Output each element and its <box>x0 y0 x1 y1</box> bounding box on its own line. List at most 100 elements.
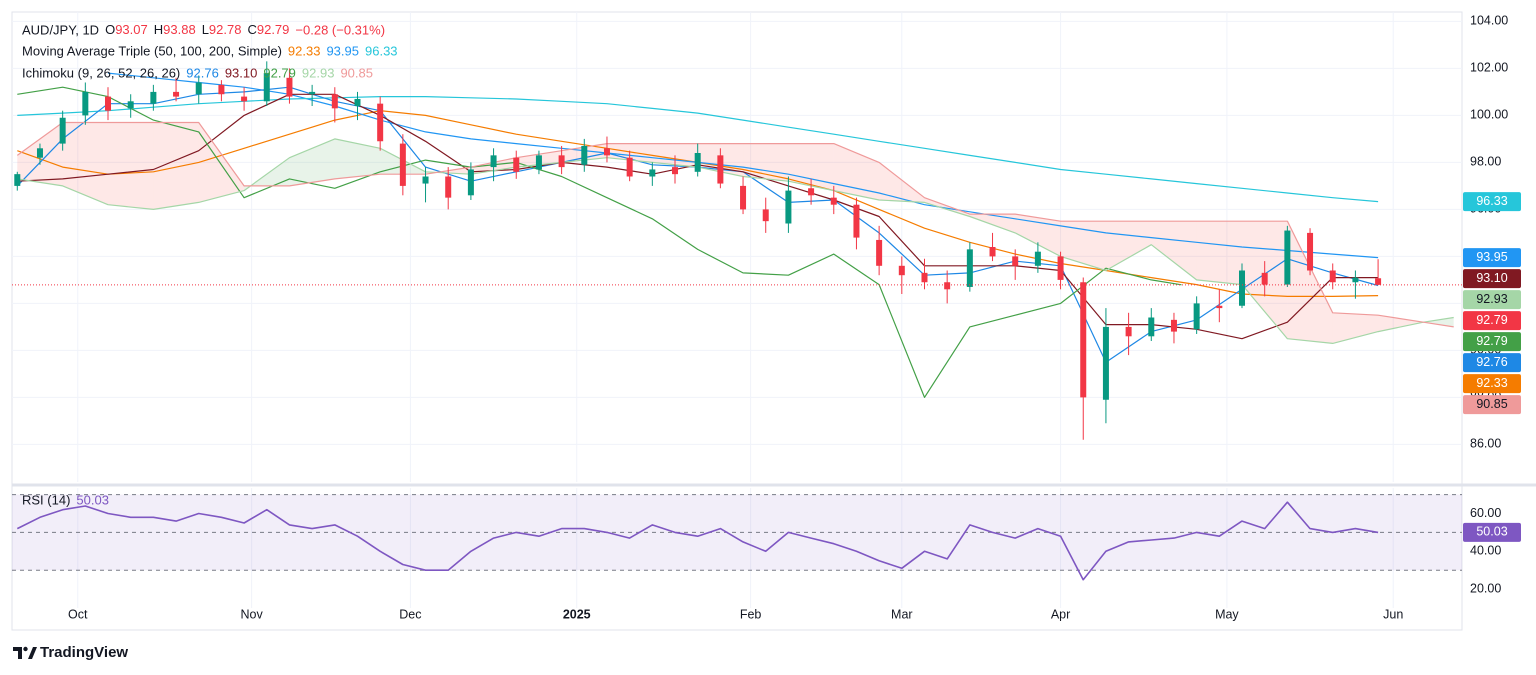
axes: 86.0088.0090.0092.0094.0096.0098.00100.0… <box>68 14 1521 621</box>
rsi-tick-label: 60.00 <box>1470 506 1501 520</box>
candle-body <box>399 143 406 186</box>
price-label: 92.79 <box>1476 334 1507 348</box>
candle-body <box>286 77 293 97</box>
candle-body <box>263 73 270 102</box>
candle-body <box>966 249 973 287</box>
y-tick-label: 86.00 <box>1470 437 1501 451</box>
ichimoku-value: 92.76 <box>186 65 219 80</box>
candle-body <box>626 157 633 177</box>
candle-body <box>740 185 747 210</box>
candle-body <box>603 148 610 156</box>
ma-label: Moving Average Triple (50, 100, 200, Sim… <box>22 43 282 58</box>
ma-value: 96.33 <box>365 43 398 58</box>
candle-body <box>876 239 883 266</box>
candle-body <box>1307 232 1314 271</box>
rsi-tick-label: 40.00 <box>1470 544 1501 558</box>
candle-body <box>1352 277 1359 283</box>
candle-body <box>535 155 542 170</box>
candle-body <box>581 145 588 165</box>
candle-body <box>218 84 225 95</box>
candle-body <box>127 101 134 109</box>
x-tick-label: Mar <box>891 607 913 621</box>
price-label: 92.79 <box>1476 313 1507 327</box>
candle-body <box>944 282 951 290</box>
price-label-box <box>1463 269 1521 289</box>
cloud-segment <box>879 162 925 203</box>
candle-body <box>1284 230 1291 285</box>
price-label-box <box>1463 353 1521 373</box>
rsi-value: 50.03 <box>76 492 109 507</box>
candle-body <box>1170 319 1177 332</box>
x-tick-label: Apr <box>1051 607 1070 621</box>
candle-body <box>1012 256 1019 266</box>
ohlc-open: O93.07 <box>105 22 148 37</box>
candle-body <box>105 96 112 111</box>
main-pane <box>12 61 1462 440</box>
price-label-box <box>1463 311 1521 331</box>
ichimoku-value: 93.10 <box>225 65 258 80</box>
candle-body <box>1125 326 1132 337</box>
cloud-segment <box>1423 317 1454 327</box>
x-tick-label: Oct <box>68 607 88 621</box>
cloud-segment <box>1378 315 1424 332</box>
candle-body <box>513 157 520 172</box>
ohlc-low: L92.78 <box>202 22 242 37</box>
price-label: 92.93 <box>1476 292 1507 306</box>
ichimoku-value: 92.93 <box>302 65 335 80</box>
candle-body <box>467 169 474 196</box>
candle-body <box>853 204 860 238</box>
cloud-segment <box>1060 221 1106 271</box>
price-label: 96.33 <box>1476 194 1507 208</box>
rsi-line <box>16 501 1379 581</box>
cloud-segment <box>289 138 335 186</box>
x-tick-label: Feb <box>740 607 762 621</box>
price-label-box <box>1463 248 1521 268</box>
x-tick-label: Dec <box>399 607 421 621</box>
price-label-box <box>1463 395 1521 415</box>
candle-body <box>195 82 202 95</box>
candle-body <box>331 94 338 109</box>
ohlc-high: H93.88 <box>154 22 196 37</box>
ichimoku-value: 90.85 <box>340 65 373 80</box>
candle-body <box>173 91 180 97</box>
ohlc-change: −0.28 (−0.31%) <box>295 22 385 37</box>
candle-body <box>921 272 928 283</box>
brand-logo: TradingView <box>13 644 128 661</box>
brand-name: TradingView <box>40 644 128 661</box>
candle-body <box>694 153 701 172</box>
candle-body <box>59 117 66 144</box>
price-label-box <box>1463 332 1521 352</box>
price-label-box <box>1463 374 1521 394</box>
rsi-label-box <box>1463 522 1521 542</box>
cloud-segment <box>153 122 199 210</box>
candle-body <box>1193 303 1200 330</box>
candle-body <box>150 91 157 104</box>
y-tick-label: 98.00 <box>1470 155 1501 169</box>
rsi-label: 50.03 <box>1476 525 1507 539</box>
price-label: 92.76 <box>1476 355 1507 369</box>
ohlc-close: C92.79 <box>247 22 289 37</box>
candle-body <box>241 96 248 102</box>
cloud-segment <box>62 122 109 205</box>
x-tick-label: 2025 <box>563 607 591 621</box>
ichimoku-label: Ichimoku (9, 26, 52, 26, 26) <box>22 65 180 80</box>
candle-body <box>1034 251 1041 266</box>
candle-body <box>649 169 656 177</box>
candle-body <box>672 167 679 175</box>
candle-body <box>1102 326 1109 400</box>
candle-body <box>377 103 384 142</box>
candle-body <box>808 188 815 196</box>
candle-body <box>1261 272 1268 285</box>
rsi-tick-label: 20.00 <box>1470 581 1501 595</box>
candle-body <box>422 176 429 184</box>
x-tick-label: Jun <box>1383 607 1403 621</box>
price-label: 90.85 <box>1476 397 1507 411</box>
candle-body <box>354 98 361 106</box>
candle-body <box>898 265 905 276</box>
x-tick-label: Nov <box>241 607 264 621</box>
legend: AUD/JPY, 1D O93.07 H93.88 L92.78 C92.79 −0.28… <box>22 22 398 507</box>
candle-body <box>82 91 89 116</box>
price-label-box <box>1463 290 1521 310</box>
